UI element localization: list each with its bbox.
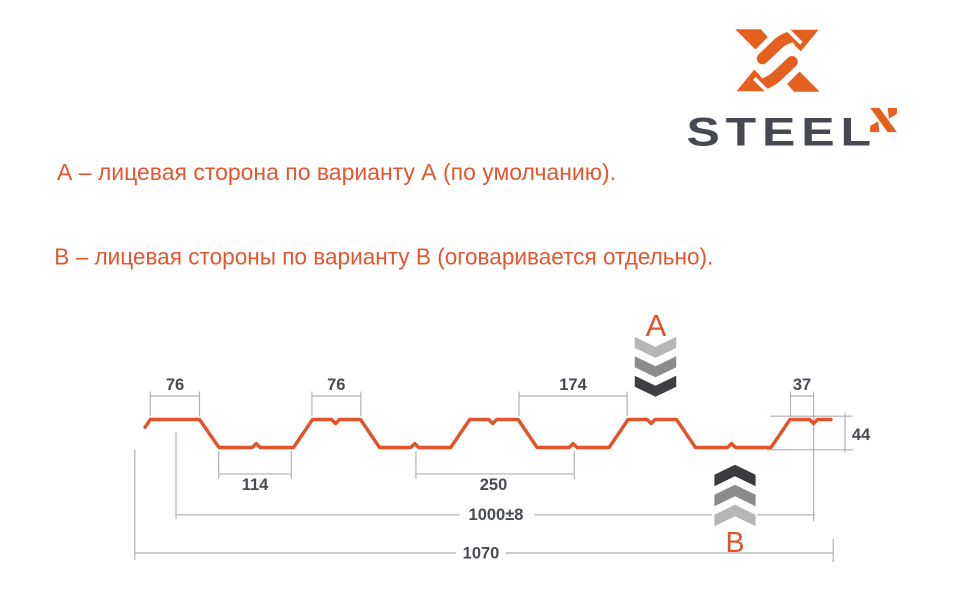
svg-text:114: 114 [242,476,269,494]
svg-text:76: 76 [166,376,184,394]
svg-text:STEEL: STEEL [687,109,878,154]
svg-text:44: 44 [852,426,871,444]
svg-text:1000±8: 1000±8 [469,506,524,524]
svg-text:А – лицевая сторона по вариант: А – лицевая сторона по варианту А (по ум… [57,159,616,185]
svg-text:А: А [646,308,667,343]
svg-text:37: 37 [793,376,811,394]
svg-text:250: 250 [480,476,508,494]
svg-text:В – лицевая стороны по вариант: В – лицевая стороны по варианту В (огова… [54,244,713,270]
svg-text:76: 76 [327,376,345,394]
svg-text:1070: 1070 [463,545,500,563]
svg-text:В: В [725,527,744,559]
svg-text:174: 174 [559,376,587,394]
